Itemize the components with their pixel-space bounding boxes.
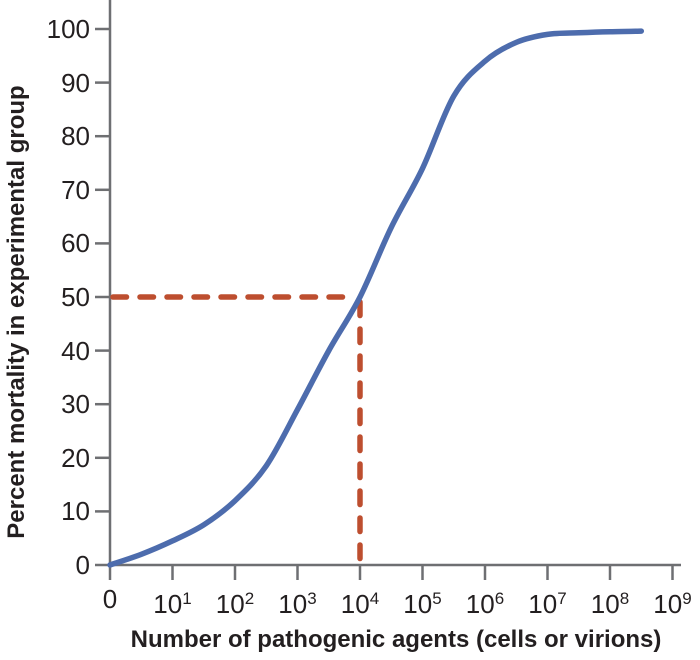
mortality-sigmoid-curve bbox=[107, 28, 645, 568]
x-axis-title: Number of pathogenic agents (cells or vi… bbox=[130, 626, 662, 653]
y-axis-title: Percent mortality in experimental group bbox=[3, 85, 30, 539]
